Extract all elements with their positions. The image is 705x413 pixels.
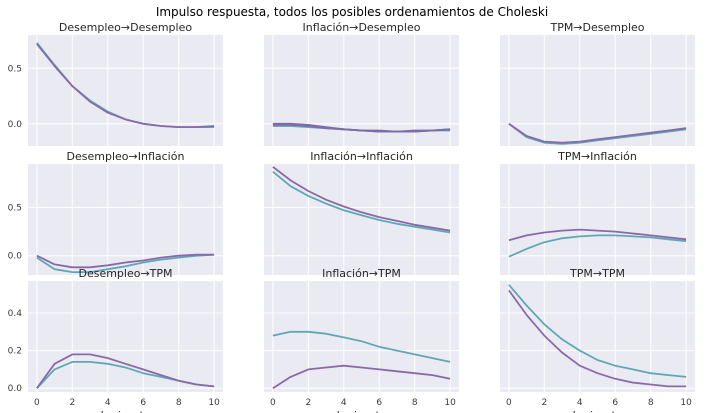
series-line: [36, 353, 215, 389]
panel: 0.5 0.0 Desempleo→Inflación: [8, 150, 223, 275]
panel-title: Inflación→TPM: [322, 267, 401, 280]
panel: TPM→Inflación: [500, 150, 695, 275]
panel-title: TPM→TPM: [569, 267, 625, 280]
x-tick-label: 0: [506, 398, 512, 408]
x-tick-label: 0: [270, 398, 276, 408]
y-tick-label: 0.0: [8, 384, 23, 394]
y-tick-label: 0.5: [8, 64, 22, 74]
series-line: [508, 123, 687, 144]
panel-title: TPM→Inflación: [557, 150, 637, 163]
panel-title: Desempleo→Inflación: [67, 150, 185, 163]
x-tick-label: 8: [648, 398, 654, 408]
series-line: [272, 171, 451, 234]
x-tick-label: 6: [612, 398, 618, 408]
panel-background: [264, 35, 459, 146]
series-line: [508, 228, 687, 242]
x-tick-label: 4: [577, 398, 583, 408]
series-line: [36, 253, 215, 274]
series-line: [508, 123, 687, 145]
series-line: [272, 166, 451, 232]
panel: TPM→Desempleo: [500, 21, 695, 146]
x-axis-label: horizonte: [101, 410, 150, 413]
panel: 0 2 4 6 8 10 0.4 0.2 0.0 Desempleo→TPM horizonte: [8, 267, 223, 413]
panel-background: [28, 281, 223, 392]
x-tick-label: 8: [412, 398, 418, 408]
y-tick-label: 0.5: [8, 203, 22, 213]
panel-title: Inflación→Inflación: [310, 150, 413, 163]
panel: 0.5 0.0 Desempleo→Desempleo: [8, 21, 223, 146]
panel-background: [500, 35, 695, 146]
x-tick-label: 4: [341, 398, 347, 408]
panel: Inflación→Desempleo: [264, 21, 459, 146]
panel-title: Desempleo→Desempleo: [59, 21, 192, 34]
panel-background: [500, 164, 695, 275]
x-tick-label: 10: [680, 398, 692, 408]
figure-title: Impulso respuesta, todos los posibles or…: [156, 5, 548, 19]
panel-title: Desempleo→TPM: [78, 267, 172, 280]
panel-title: Inflación→Desempleo: [303, 21, 421, 34]
panel-background: [28, 164, 223, 275]
series-line: [508, 234, 687, 258]
y-tick-label: 0.2: [8, 347, 22, 357]
x-axis-label: horizonte: [337, 410, 386, 413]
x-tick-label: 2: [69, 398, 75, 408]
y-tick-label: 0.4: [8, 309, 23, 319]
x-tick-label: 2: [541, 398, 547, 408]
x-tick-label: 6: [376, 398, 382, 408]
series-line: [272, 364, 451, 389]
series-line: [36, 253, 215, 269]
y-tick-label: 0.0: [8, 120, 23, 130]
x-axis-label: horizonte: [573, 410, 622, 413]
y-tick-label: 0.0: [8, 252, 23, 262]
panel-background: [28, 35, 223, 146]
x-tick-label: 4: [105, 398, 111, 408]
x-tick-label: 10: [444, 398, 456, 408]
x-tick-label: 6: [140, 398, 146, 408]
series-line: [508, 284, 687, 378]
x-tick-label: 10: [208, 398, 220, 408]
series-line: [508, 289, 687, 388]
panel: Inflación→Inflación: [264, 150, 459, 275]
panel-title: TPM→Desempleo: [549, 21, 644, 34]
panel: 0 2 4 6 8 10 Inflación→TPM horizonte: [264, 267, 459, 413]
x-tick-label: 8: [176, 398, 182, 408]
panel: 0 2 4 6 8 10 TPM→TPM horizonte: [500, 267, 695, 413]
panel-background: [264, 164, 459, 275]
series-line: [272, 122, 451, 133]
series-line: [36, 43, 215, 128]
series-line: [272, 330, 451, 363]
x-tick-label: 0: [34, 398, 40, 408]
x-tick-label: 2: [305, 398, 311, 408]
